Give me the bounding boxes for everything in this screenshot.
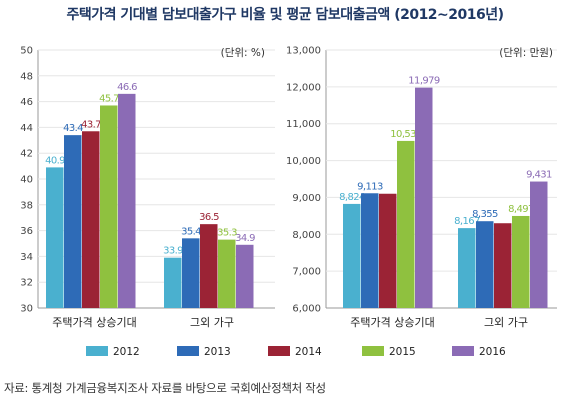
legend-label: 2012 (113, 346, 140, 358)
data-label: 34.9 (235, 233, 255, 244)
bar-2016 (530, 181, 548, 308)
data-label: 45.7 (99, 93, 119, 104)
category-label: 주택가격 상승기대 (350, 316, 434, 329)
y-tick-label: 11,000 (286, 119, 321, 130)
y-tick-label: 50 (20, 46, 33, 57)
chart-title: 주택가격 기대별 담보대출가구 비율 및 평균 담보대출금액 (2012∼201… (66, 7, 504, 23)
data-label: 43.4 (63, 123, 83, 134)
y-tick-label: 36 (20, 226, 33, 237)
bar-2016 (415, 87, 433, 309)
y-tick-label: 38 (20, 200, 33, 211)
data-label: 8,824 (339, 192, 365, 203)
bar-2016 (118, 93, 136, 308)
legend-label: 2016 (479, 346, 506, 358)
bar-2014 (200, 224, 218, 308)
legend-label: 2015 (389, 346, 416, 358)
legend-swatch-2013 (177, 346, 199, 356)
bar-2015 (100, 105, 118, 308)
data-label: 8,355 (472, 209, 498, 220)
bar-2012 (46, 167, 64, 308)
y-tick-label: 40 (20, 175, 33, 186)
y-tick-label: 32 (20, 278, 33, 289)
y-tick-label: 8,000 (292, 230, 321, 241)
y-tick-label: 44 (20, 123, 33, 134)
bar-2014 (494, 223, 512, 308)
data-label: 33.9 (163, 246, 183, 257)
category-label: 주택가격 상승기대 (52, 316, 136, 329)
source-note: 자료: 통계청 가계금융복지조사 자료를 바탕으로 국회예산정책처 작성 (4, 381, 326, 395)
bar-2012 (164, 257, 182, 308)
bar-2015 (218, 239, 236, 308)
unit-label: (단위: 만원) (499, 46, 553, 59)
data-label: 35.3 (217, 228, 237, 239)
y-tick-label: 7,000 (292, 267, 321, 278)
bar-2012 (343, 203, 361, 308)
bar-2016 (236, 244, 254, 308)
category-label: 그외 가구 (484, 316, 528, 329)
y-tick-label: 6,000 (292, 304, 321, 315)
y-tick-label: 10,000 (286, 156, 321, 167)
data-label: 35.4 (181, 226, 201, 237)
legend-swatch-2014 (268, 346, 290, 356)
category-label: 그외 가구 (190, 316, 234, 329)
legend-swatch-2016 (452, 346, 474, 356)
y-tick-label: 9,000 (292, 193, 321, 204)
data-label: 8,167 (454, 216, 480, 227)
bar-2015 (397, 140, 415, 308)
data-label: 8,497 (508, 204, 534, 215)
bar-2014 (82, 131, 100, 308)
data-label: 10,533 (390, 129, 422, 140)
y-tick-label: 48 (20, 71, 33, 82)
data-label: 40.9 (45, 155, 65, 166)
bar-2013 (182, 238, 200, 308)
data-label: 46.6 (117, 82, 137, 93)
bar-2015 (512, 215, 530, 308)
y-tick-label: 30 (20, 304, 33, 315)
bar-2014 (379, 193, 397, 308)
y-tick-label: 46 (20, 97, 33, 108)
bar-2013 (476, 221, 494, 308)
legend-swatch-2015 (362, 346, 384, 356)
bar-2012 (458, 228, 476, 308)
data-label: 43.7 (81, 119, 101, 130)
data-label: 9,431 (526, 170, 552, 181)
data-label: 11,979 (408, 76, 440, 87)
legend-label: 2013 (204, 346, 231, 358)
data-label: 9,113 (357, 181, 383, 192)
unit-label: (단위: %) (221, 46, 265, 59)
y-tick-label: 12,000 (286, 82, 321, 93)
data-label: 36.5 (199, 212, 219, 223)
legend-swatch-2012 (86, 346, 108, 356)
y-tick-label: 42 (20, 149, 33, 160)
y-tick-label: 34 (20, 252, 33, 263)
legend-label: 2014 (295, 346, 322, 358)
y-tick-label: 13,000 (286, 46, 321, 57)
bar-2013 (64, 135, 82, 308)
bar-2013 (361, 193, 379, 308)
